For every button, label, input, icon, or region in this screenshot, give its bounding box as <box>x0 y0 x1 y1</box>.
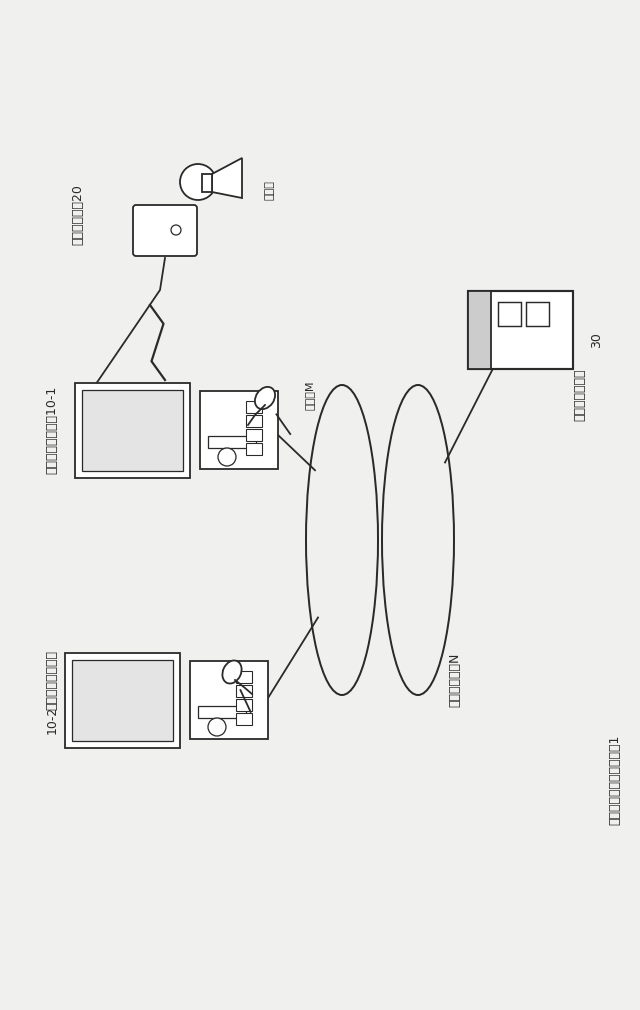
Circle shape <box>171 225 181 235</box>
Text: 30: 30 <box>591 332 604 347</box>
Bar <box>236 699 252 711</box>
Bar <box>468 291 491 369</box>
Text: カラオケ用通信システヤ1: カラオケ用通信システヤ1 <box>609 735 621 825</box>
Bar <box>190 661 268 739</box>
Polygon shape <box>212 158 242 198</box>
Bar <box>72 660 173 741</box>
Circle shape <box>218 448 236 466</box>
Bar <box>202 174 212 192</box>
Bar <box>198 706 246 718</box>
Bar <box>236 685 252 697</box>
Bar <box>246 415 262 427</box>
Text: マイクM: マイクM <box>305 380 315 410</box>
Bar <box>65 653 180 748</box>
Text: ユーザ: ユーザ <box>265 180 275 200</box>
Text: ネットワークN: ネットワークN <box>449 652 461 707</box>
Bar <box>246 429 262 441</box>
Text: 10-2: 10-2 <box>45 706 58 734</box>
Circle shape <box>180 164 216 200</box>
Text: カラオケシステム: カラオケシステム <box>45 650 58 710</box>
Bar <box>200 391 278 469</box>
Bar <box>498 302 521 326</box>
Text: 管理サーバ装缮: 管理サーバ装缮 <box>573 369 586 421</box>
Bar <box>526 302 549 326</box>
Bar <box>468 291 573 369</box>
Text: リモコン装缠20: リモコン装缠20 <box>72 185 84 245</box>
Bar <box>75 383 190 478</box>
Ellipse shape <box>222 661 242 684</box>
Bar <box>82 390 183 471</box>
Bar <box>246 443 262 454</box>
Text: カラオケシステヤ10-1: カラオケシステヤ10-1 <box>45 386 58 474</box>
Bar <box>246 401 262 413</box>
Ellipse shape <box>255 387 275 409</box>
Circle shape <box>208 718 226 736</box>
Bar <box>236 713 252 725</box>
FancyBboxPatch shape <box>133 205 197 256</box>
Bar <box>208 436 256 448</box>
Bar <box>236 671 252 683</box>
